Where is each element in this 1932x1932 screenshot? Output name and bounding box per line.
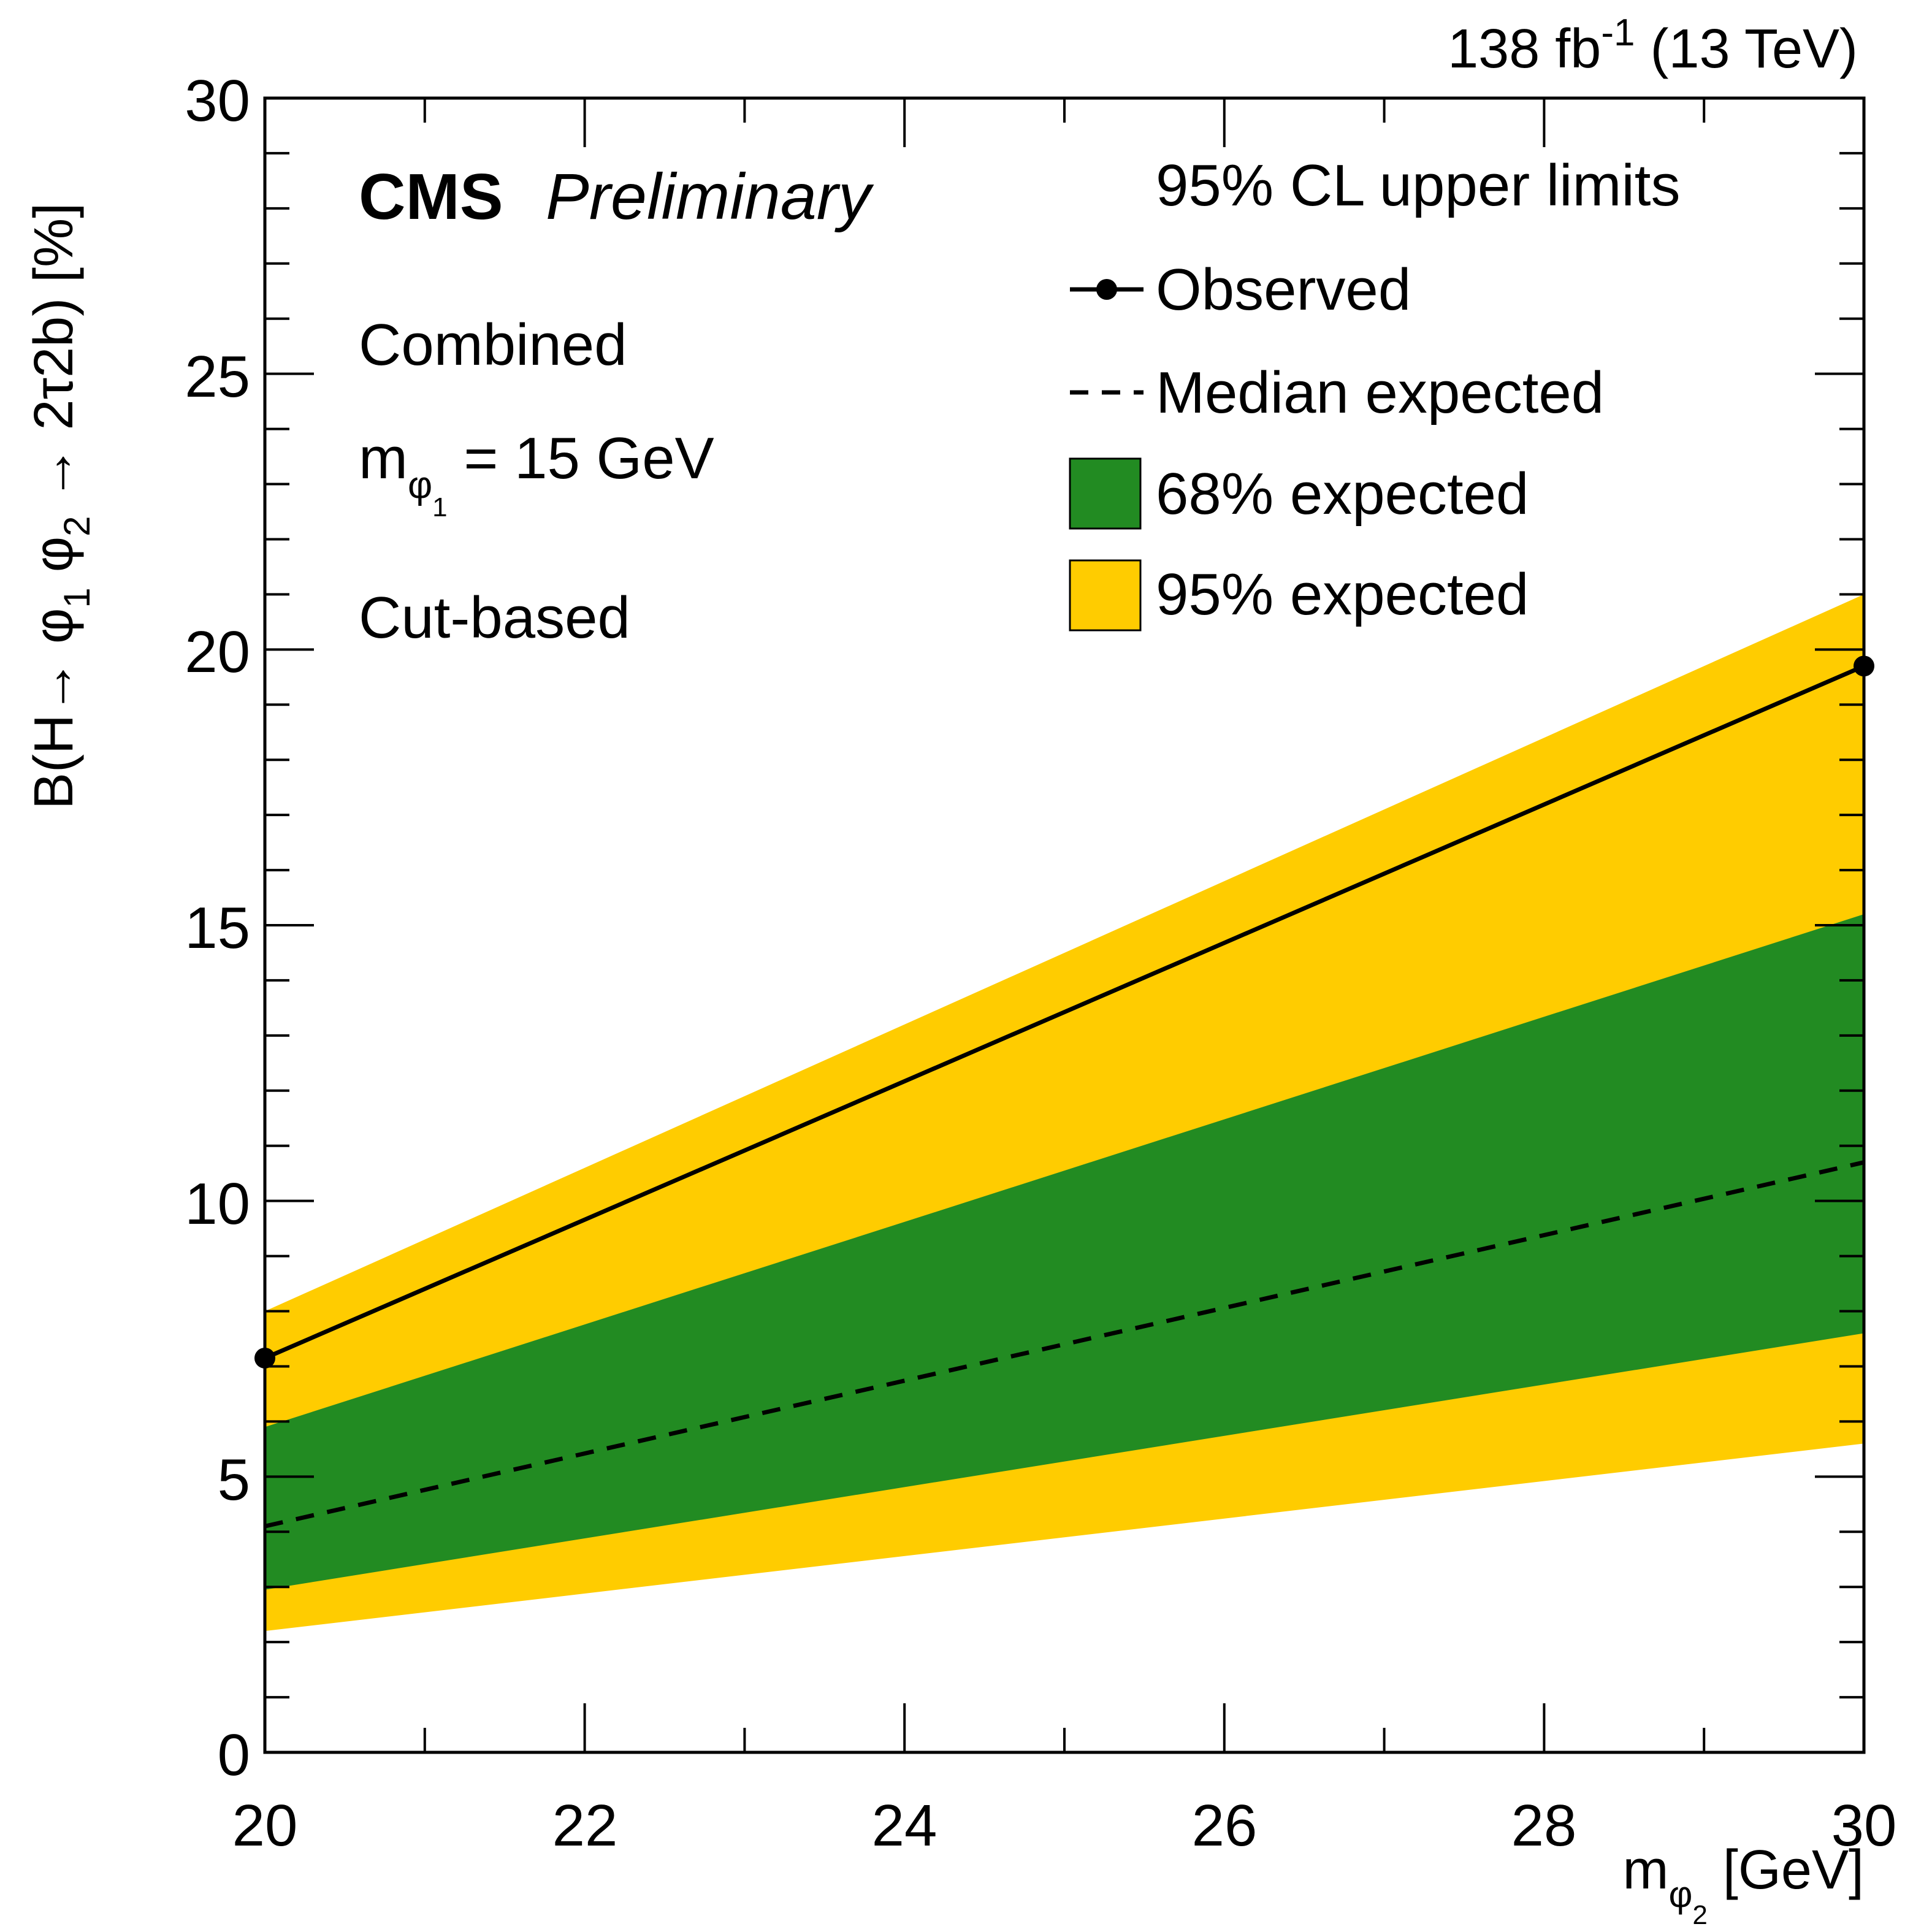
preliminary-label: Preliminary <box>546 161 874 233</box>
x-tick-label: 30 <box>1831 1793 1897 1858</box>
observed-line <box>264 664 1865 1361</box>
mass-point-label: mφ1 = 15 GeV <box>359 426 714 522</box>
legend-header: 95% CL upper limits <box>1156 153 1680 218</box>
median-expected-line <box>264 1160 1865 1529</box>
x-tick-label: 26 <box>1192 1793 1258 1858</box>
x-axis-title: mφ2 [GeV] <box>1623 1839 1864 1930</box>
x-tick-label: 22 <box>552 1793 618 1858</box>
legend-observed-marker <box>1096 279 1117 300</box>
legend-68-label: 68% expected <box>1156 461 1529 527</box>
lumi-label: 138 fb-1 (13 TeV) <box>1448 12 1858 80</box>
band-68-expected <box>265 914 1864 1590</box>
y-axis-title: B(H→ φ1 φ2 → 2τ2b) [%] <box>23 203 97 809</box>
cms-label: CMS <box>359 161 503 233</box>
y-tick-label: 5 <box>218 1447 250 1513</box>
axis-ticks <box>264 97 1865 1754</box>
y-tick-label: 20 <box>185 619 250 685</box>
method-label: Cut-based <box>359 585 630 651</box>
x-tick-label: 24 <box>872 1793 937 1858</box>
legend-95-label: 95% expected <box>1156 562 1529 627</box>
x-tick-label: 20 <box>232 1793 298 1858</box>
y-tick-label: 10 <box>185 1171 250 1237</box>
y-tick-label: 30 <box>185 68 250 134</box>
legend: 95% CL upper limits Observed Median expe… <box>1069 153 1680 632</box>
legend-68-swatch <box>1069 457 1142 530</box>
legend-median-label: Median expected <box>1156 360 1604 426</box>
y-tick-label: 15 <box>185 895 250 961</box>
legend-observed-label: Observed <box>1156 257 1411 323</box>
y-tick-label: 25 <box>185 344 250 410</box>
y-tick-label: 0 <box>218 1722 250 1788</box>
channel-label: Combined <box>359 312 627 378</box>
x-tick-label: 28 <box>1511 1793 1577 1858</box>
legend-95-swatch <box>1069 559 1142 632</box>
